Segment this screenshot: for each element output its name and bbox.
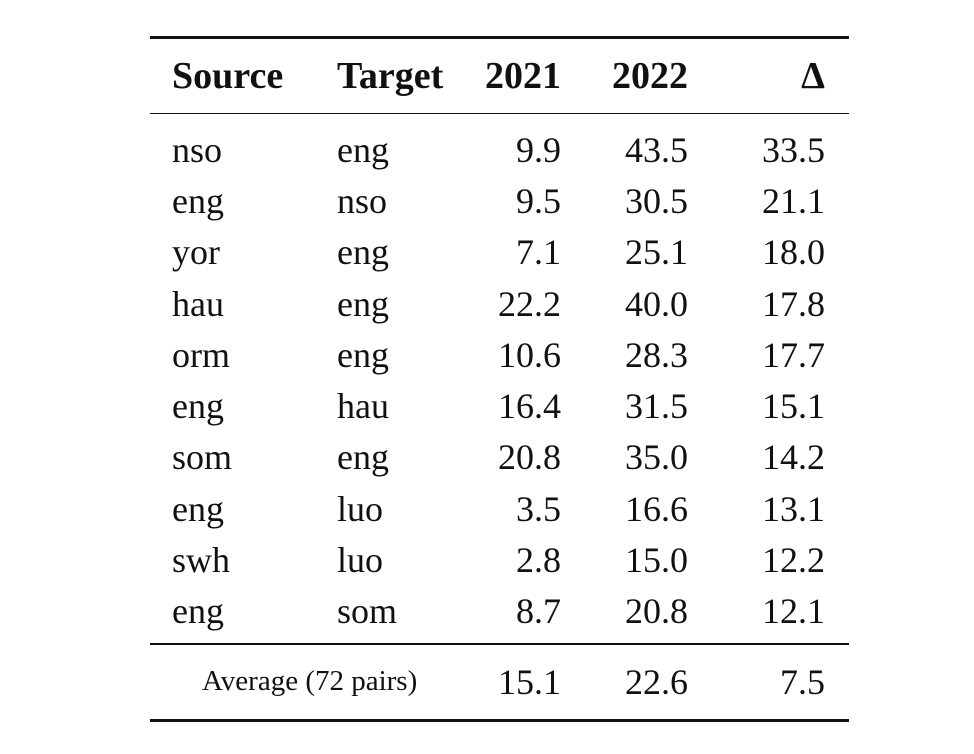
results-table-container: Source Target 2021 2022 Δ nso eng 9.9 43… [150, 36, 849, 722]
cell-delta: 18.0 [762, 232, 825, 273]
cell-source: swh [172, 540, 231, 581]
cell-2022: 35.0 [625, 437, 688, 478]
cell-target: eng [337, 334, 389, 375]
cell-target: nso [337, 180, 388, 221]
cell-source: eng [172, 386, 224, 427]
cell-2022: 25.1 [625, 232, 688, 273]
header-2022: 2022 [612, 55, 688, 97]
cell-2022: 28.3 [625, 334, 688, 375]
cell-2021: 22.2 [498, 283, 561, 324]
cell-delta: 14.2 [762, 437, 825, 478]
cell-target: eng [337, 129, 389, 170]
average-2022: 22.6 [625, 661, 688, 702]
cell-target: som [337, 591, 398, 632]
cell-target: hau [337, 386, 389, 427]
table-row: nso eng 9.9 43.5 33.5 [150, 114, 849, 176]
average-2021: 15.1 [498, 661, 561, 702]
table-row: eng som 8.7 20.8 12.1 [150, 586, 849, 644]
table-footer: Average (72 pairs) 15.1 22.6 7.5 [150, 643, 849, 721]
cell-2021: 9.5 [516, 180, 561, 221]
table-row: yor eng 7.1 25.1 18.0 [150, 227, 849, 278]
header-row: Source Target 2021 2022 Δ [150, 37, 849, 114]
cell-2021: 16.4 [498, 386, 561, 427]
cell-delta: 15.1 [762, 386, 825, 427]
cell-2022: 31.5 [625, 386, 688, 427]
cell-target: eng [337, 283, 389, 324]
cell-delta: 21.1 [762, 180, 825, 221]
cell-target: eng [337, 437, 389, 478]
cell-2021: 9.9 [516, 129, 561, 170]
cell-2022: 43.5 [625, 129, 688, 170]
cell-2022: 15.0 [625, 540, 688, 581]
cell-source: hau [172, 283, 224, 324]
cell-2021: 20.8 [498, 437, 561, 478]
table-row: eng luo 3.5 16.6 13.1 [150, 483, 849, 534]
cell-source: som [172, 437, 233, 478]
table-row: som eng 20.8 35.0 14.2 [150, 432, 849, 483]
cell-2022: 16.6 [625, 488, 688, 529]
cell-2021: 8.7 [516, 591, 561, 632]
cell-target: luo [337, 540, 384, 581]
table-row: eng hau 16.4 31.5 15.1 [150, 380, 849, 431]
table-header: Source Target 2021 2022 Δ [150, 37, 849, 114]
cell-delta: 33.5 [762, 129, 825, 170]
cell-delta: 13.1 [762, 488, 825, 529]
table-body: nso eng 9.9 43.5 33.5 eng nso 9.5 30.5 2… [150, 114, 849, 644]
cell-source: eng [172, 488, 224, 529]
table-row: eng nso 9.5 30.5 21.1 [150, 175, 849, 226]
bleu-improvement-table: Source Target 2021 2022 Δ nso eng 9.9 43… [150, 36, 849, 722]
header-delta: Δ [801, 55, 825, 97]
cell-2021: 10.6 [498, 334, 561, 375]
average-row: Average (72 pairs) 15.1 22.6 7.5 [150, 643, 849, 721]
header-source: Source [172, 55, 284, 97]
average-label: Average (72 pairs) [202, 665, 418, 698]
cell-2022: 30.5 [625, 180, 688, 221]
header-target: Target [337, 55, 444, 97]
cell-delta: 17.8 [762, 283, 825, 324]
cell-source: nso [172, 129, 223, 170]
cell-target: eng [337, 232, 389, 273]
cell-source: eng [172, 180, 224, 221]
table-row: orm eng 10.6 28.3 17.7 [150, 329, 849, 380]
cell-2022: 20.8 [625, 591, 688, 632]
cell-source: yor [172, 232, 220, 273]
cell-source: eng [172, 591, 224, 632]
cell-2022: 40.0 [625, 283, 688, 324]
cell-source: orm [172, 334, 230, 375]
table-row: hau eng 22.2 40.0 17.8 [150, 278, 849, 329]
cell-delta: 17.7 [762, 334, 825, 375]
table-row: swh luo 2.8 15.0 12.2 [150, 534, 849, 585]
average-delta: 7.5 [780, 661, 825, 702]
cell-target: luo [337, 488, 384, 529]
cell-2021: 3.5 [516, 488, 561, 529]
cell-2021: 7.1 [516, 232, 561, 273]
cell-delta: 12.1 [762, 591, 825, 632]
cell-delta: 12.2 [762, 540, 825, 581]
header-2021: 2021 [485, 55, 561, 97]
cell-2021: 2.8 [516, 540, 561, 581]
